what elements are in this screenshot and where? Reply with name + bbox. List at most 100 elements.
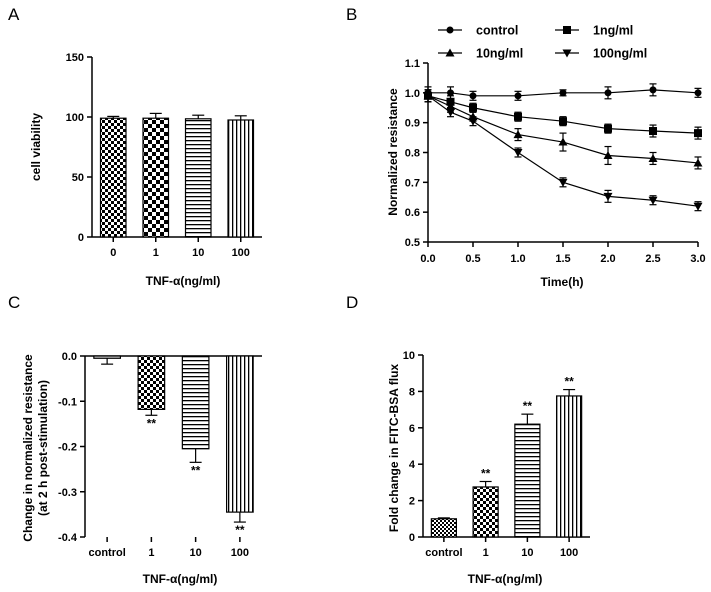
panel-d-y-axis-title: Fold change in FITC-BSA flux — [387, 364, 401, 533]
panel-a-marks: 0 50 100 150 0 1 10 100 — [66, 52, 262, 259]
panel-d-y-tick-label: 6 — [409, 423, 415, 435]
panel-a-y-axis-title: cell viability — [29, 113, 43, 181]
panel-a-y-tick-label: 50 — [72, 172, 84, 184]
panel-c-x-tick-label: 100 — [231, 547, 249, 559]
panel-c-y-tick-label: -0.3 — [58, 487, 77, 499]
panel-b-legend-marker — [445, 48, 455, 57]
panel-d-y-tick-label: 2 — [409, 496, 415, 508]
panel-b-x-tick-label: 1.0 — [510, 253, 525, 265]
panel-b-series-line — [427, 95, 699, 207]
panel-c-bar — [226, 355, 254, 513]
panel-b-data-point — [559, 117, 567, 126]
panel-a-bar — [99, 117, 127, 238]
panel-d-y-tick-label: 0 — [409, 532, 415, 544]
panel-a-y-tick-label: 150 — [66, 52, 84, 64]
panel-d-y-tick-label: 8 — [409, 386, 415, 398]
panel-b-data-point — [694, 129, 702, 138]
panel-b-y-tick-label: 1.1 — [405, 58, 420, 70]
panel-b-y-tick-label: 0.7 — [405, 177, 420, 189]
panel-a-x-tick-label: 1 — [153, 247, 159, 259]
panel-b-legend-label: 10ng/ml — [476, 47, 523, 61]
panel-b-x-tick-label: 2.0 — [600, 253, 615, 265]
panel-b-x-tick-label: 2.5 — [645, 253, 660, 265]
panel-b-data-point — [603, 150, 613, 159]
panel-c-y-tick-label: -0.1 — [58, 396, 77, 408]
panel-letter-c: C — [8, 293, 20, 312]
panel-b-data-point — [604, 124, 612, 133]
panel-b-data-point — [514, 112, 522, 121]
panel-letter-d: D — [346, 293, 358, 312]
panel-b-y-tick-label: 1.0 — [405, 88, 420, 100]
panel-b-data-point — [558, 178, 568, 187]
panel-b-legend-label: 100ng/ml — [593, 47, 647, 61]
panel-b-x-tick-label: 1.5 — [555, 253, 570, 265]
panel-d-significance-label: ** — [523, 399, 533, 413]
panel-b-series-line — [428, 89, 699, 97]
panel-c-x-tick-label: 10 — [190, 547, 202, 559]
panel-d-x-tick-label: control — [425, 547, 462, 559]
panel-b-legend-marker — [563, 26, 571, 34]
panel-c-y-axis-title-line2: (at 2 h post-stimulation) — [36, 380, 50, 516]
panel-a-y-tick-label: 0 — [78, 232, 84, 244]
panel-b-legend-label: 1ng/ml — [593, 24, 633, 38]
panel-b-data-point — [604, 89, 612, 97]
panel-b-y-axis-title: Normalized resistance — [386, 88, 400, 216]
panel-b-legend-entry: control — [438, 24, 518, 38]
panel-c-bar — [137, 355, 166, 410]
panel-b-data-point — [513, 130, 523, 139]
panel-b-legend-label: control — [476, 24, 518, 38]
panel-c-significance-label: ** — [191, 463, 201, 477]
panel-b-data-point — [693, 158, 703, 167]
panel-c-bar-chart: Change in normalized resistance (at 2 h … — [21, 351, 262, 586]
panel-b-data-point — [648, 153, 658, 162]
panel-b-legend-marker — [446, 26, 454, 34]
panel-b-data-point — [469, 92, 477, 100]
panel-b-x-tick-label: 3.0 — [690, 253, 705, 265]
panel-c-bar — [181, 355, 210, 450]
panel-c-y-tick-label: 0.0 — [62, 351, 77, 363]
panel-b-data-point — [558, 137, 568, 146]
panel-c-y-tick-label: -0.2 — [58, 442, 77, 454]
panel-b-series-line — [427, 95, 699, 164]
panel-b-x-axis-title: Time(h) — [540, 275, 583, 289]
panel-c-significance-label: ** — [147, 416, 157, 430]
panel-b-y-tick-label: 0.5 — [405, 237, 420, 249]
panel-c-significance-label: ** — [235, 523, 245, 537]
panel-b-y-tick-label: 0.9 — [405, 118, 420, 130]
panel-b-y-tick-label: 0.8 — [405, 148, 420, 160]
panel-b-data-point — [603, 192, 613, 201]
panel-a-bar — [142, 117, 170, 238]
panel-letter-b: B — [346, 5, 357, 24]
panel-b-x-tick-label: 0.0 — [420, 253, 435, 265]
panel-b-data-point — [648, 196, 658, 205]
panel-d-bar — [430, 518, 458, 538]
panel-d-bar-chart: Fold change in FITC-BSA flux TNF-α(ng/ml… — [387, 350, 590, 586]
panel-d-bar — [555, 395, 583, 538]
panel-d-y-tick-label: 4 — [409, 459, 416, 471]
panel-b-data-point — [469, 103, 477, 112]
panel-b-data-point — [649, 86, 657, 94]
panel-d-x-axis-title: TNF-α(ng/ml) — [468, 572, 543, 586]
panel-b-y-tick-label: 0.6 — [405, 207, 420, 219]
panel-c-marks: 0.0 -0.1 -0.2 -0.3 -0.4 control 1 ** 10 ** 100 ** — [58, 351, 262, 559]
panel-letter-a: A — [8, 5, 20, 24]
panel-b-marks: 0.50.60.70.80.91.01.10.0 0.5 1.0 1.5 2.0 2.5 3… — [405, 24, 706, 266]
panel-c-y-tick-label: -0.4 — [58, 532, 78, 544]
panel-b-data-point — [559, 89, 567, 97]
panel-d-bar — [514, 423, 541, 538]
panel-b-data-point — [447, 89, 454, 97]
panel-b-data-point — [423, 92, 433, 101]
panel-b-legend-marker — [562, 49, 572, 58]
panel-d-significance-label: ** — [564, 375, 574, 389]
panel-d-significance-label: ** — [481, 466, 491, 480]
panel-c-bar — [93, 355, 121, 359]
panel-b-line-chart: Normalized resistance Time(h) 0.5 0.6 0.7 0… — [386, 24, 706, 290]
panel-b-data-point — [649, 127, 657, 136]
panel-d-bar — [472, 486, 499, 538]
panel-d-x-tick-label: 1 — [483, 547, 489, 559]
panel-b-legend-entry: 1ng/ml — [555, 24, 633, 38]
panel-c-x-axis-title: TNF-α(ng/ml) — [143, 572, 218, 586]
panel-a-bar — [227, 119, 255, 238]
